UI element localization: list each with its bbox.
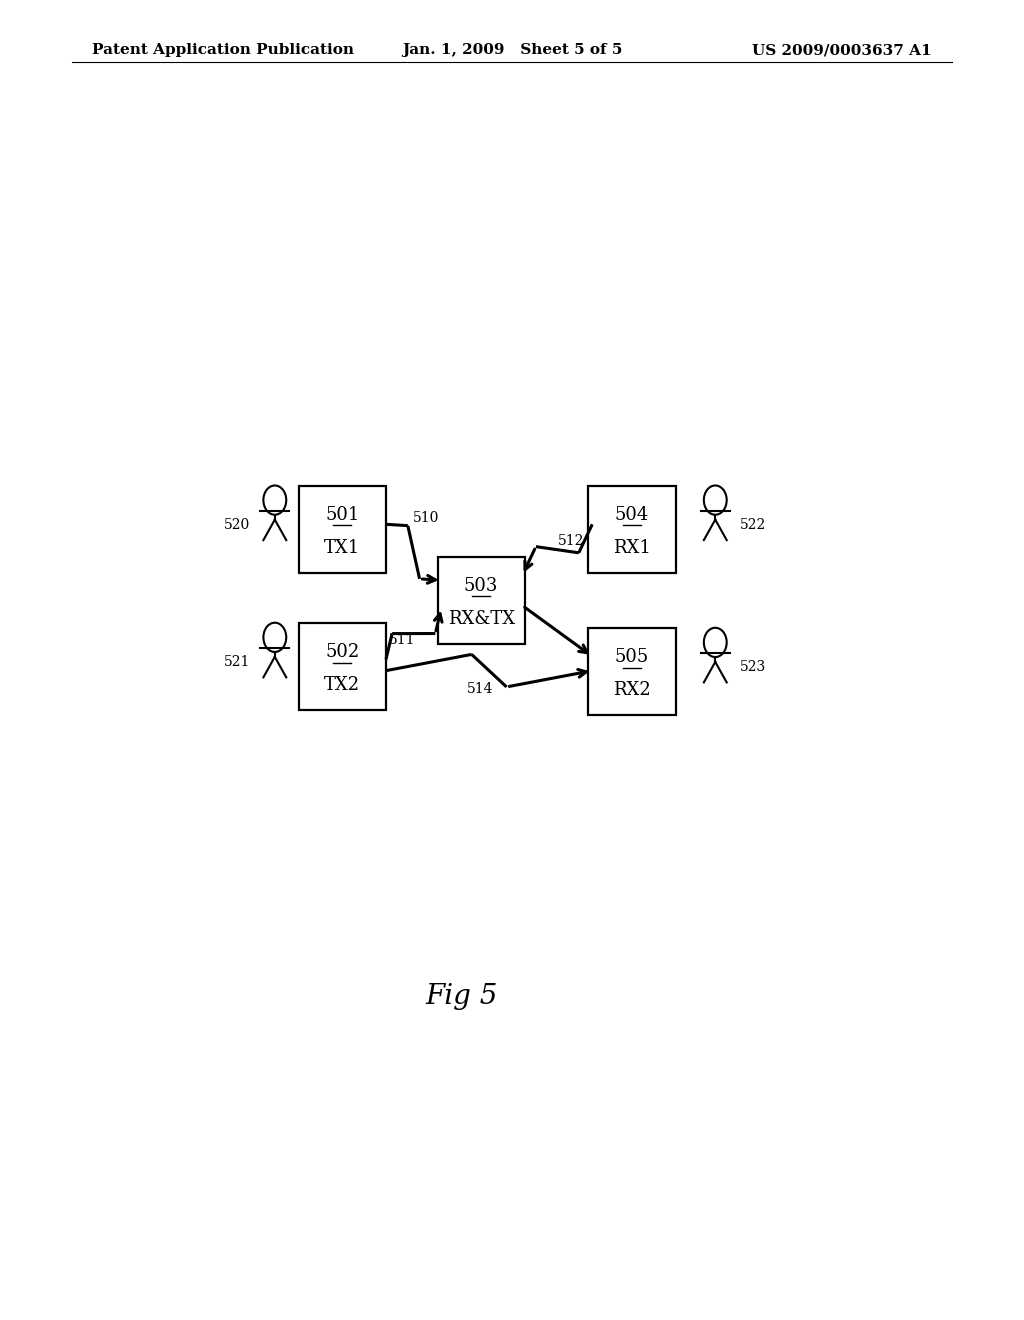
Text: 512: 512 — [558, 533, 584, 548]
Text: 523: 523 — [740, 660, 766, 673]
Text: 510: 510 — [413, 511, 439, 525]
Bar — [588, 486, 676, 573]
Text: 501: 501 — [325, 506, 359, 524]
Text: 505: 505 — [614, 648, 649, 667]
Text: 520: 520 — [224, 517, 250, 532]
Text: US 2009/0003637 A1: US 2009/0003637 A1 — [753, 44, 932, 57]
Text: 502: 502 — [326, 643, 359, 661]
Text: 503: 503 — [464, 577, 499, 595]
Bar — [299, 486, 386, 573]
Text: TX1: TX1 — [325, 539, 360, 557]
Text: Jan. 1, 2009   Sheet 5 of 5: Jan. 1, 2009 Sheet 5 of 5 — [401, 44, 623, 57]
Text: 521: 521 — [223, 655, 250, 669]
Text: RX2: RX2 — [613, 681, 651, 700]
Bar — [299, 623, 386, 710]
Text: 522: 522 — [740, 517, 766, 532]
Text: 504: 504 — [614, 506, 649, 524]
Text: RX1: RX1 — [613, 539, 651, 557]
Text: Fig 5: Fig 5 — [425, 983, 498, 1010]
Text: 514: 514 — [467, 682, 494, 696]
Text: 511: 511 — [388, 634, 415, 647]
Text: Patent Application Publication: Patent Application Publication — [92, 44, 354, 57]
Bar — [588, 628, 676, 715]
Text: TX2: TX2 — [325, 676, 360, 694]
Bar — [437, 557, 524, 644]
Text: RX&TX: RX&TX — [447, 610, 515, 628]
